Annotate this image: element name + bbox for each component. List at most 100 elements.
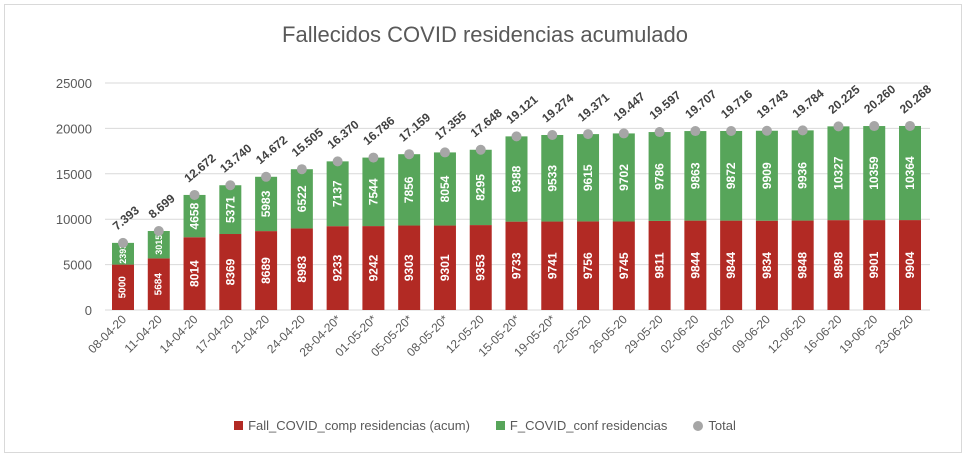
total-label: 19.716	[718, 87, 755, 122]
bar-segment-comp	[612, 221, 635, 310]
chart-title: Fallecidos COVID residencias acumulado	[282, 22, 688, 47]
total-marker	[118, 237, 128, 248]
bar-segment-conf	[648, 132, 671, 221]
bar-segment-conf	[326, 161, 349, 227]
x-tick-label: 16-06-20	[801, 312, 845, 356]
data-label-comp: 9733	[510, 252, 524, 279]
bar-segment-conf	[147, 231, 170, 259]
bar-segment-conf	[612, 133, 635, 222]
total-marker	[475, 144, 486, 155]
bar-segment-comp	[863, 220, 886, 310]
total-label: 14.672	[253, 133, 290, 168]
data-label-conf: 7544	[366, 178, 380, 205]
data-label-comp: 9834	[760, 252, 774, 279]
legend-label: Total	[708, 418, 736, 433]
bar-segment-conf	[899, 125, 921, 221]
x-tick-label: 23-06-20	[872, 312, 916, 356]
total-label: 17.355	[432, 108, 469, 143]
data-label-conf: 10327	[831, 156, 845, 190]
data-label-comp: 5000	[118, 276, 129, 299]
data-label-conf: 9909	[760, 162, 774, 189]
total-marker	[332, 156, 343, 167]
bar-segment-comp	[827, 220, 850, 310]
x-tick-label: 02-06-20	[658, 312, 702, 356]
total-label: 19.743	[754, 87, 791, 122]
legend: Fall_COVID_comp residencias (acum) F_COV…	[0, 418, 970, 433]
bar-segment-comp	[505, 221, 528, 310]
total-marker	[583, 129, 594, 140]
bar-segment-conf	[577, 134, 600, 222]
data-label-conf: 8054	[438, 175, 452, 202]
legend-label: F_COVID_conf residencias	[509, 418, 668, 433]
bar-segment-comp	[433, 225, 456, 310]
data-label-conf: 9533	[545, 165, 559, 192]
data-label-conf: 5983	[259, 190, 273, 217]
total-label: 12.672	[181, 151, 218, 186]
total-marker	[869, 121, 880, 132]
total-marker	[690, 126, 701, 137]
bar-segment-comp	[290, 228, 313, 310]
data-label-conf: 2393	[118, 244, 128, 264]
x-tick-label: 05-06-20	[693, 312, 737, 356]
data-label-conf: 9863	[688, 162, 702, 189]
data-label-conf: 10359	[867, 156, 881, 190]
data-label-comp: 9301	[438, 254, 452, 281]
bar-segment-comp	[791, 220, 814, 310]
data-label-conf: 9872	[724, 162, 738, 189]
total-label: 20.260	[861, 82, 898, 117]
data-label-conf: 4658	[188, 202, 202, 229]
total-label: 13.740	[217, 141, 254, 176]
total-marker	[189, 189, 200, 200]
total-marker	[905, 120, 915, 131]
data-label-conf: 9786	[653, 163, 667, 190]
data-label-comp: 8369	[223, 258, 237, 285]
bar-segment-conf	[255, 176, 278, 232]
legend-swatch-green	[495, 421, 505, 430]
y-tick-label: 25000	[56, 76, 92, 91]
legend-label: Fall_COVID_comp residencias (acum)	[248, 418, 470, 433]
bar-segment-comp	[755, 220, 778, 310]
x-tick-label: 17-04-20	[193, 312, 237, 356]
x-tick-label: 14-04-20	[157, 312, 201, 356]
bar-segment-conf	[362, 157, 385, 227]
total-label: 19.597	[647, 88, 684, 123]
total-marker	[547, 129, 558, 140]
bar-segment-comp	[183, 237, 206, 310]
y-tick-label: 10000	[56, 212, 92, 227]
data-label-comp: 5684	[153, 273, 164, 296]
bar-segment-conf	[183, 194, 206, 238]
bar-segment-conf	[684, 131, 707, 221]
total-marker	[511, 131, 522, 142]
bar-segment-comp	[255, 231, 278, 310]
legend-swatch-red	[234, 421, 244, 430]
total-label: 20.225	[825, 82, 862, 117]
legend-marker-dot	[693, 420, 704, 431]
total-marker	[761, 125, 772, 136]
bar-segment-comp	[648, 220, 671, 310]
bar-segment-conf	[827, 126, 850, 221]
bar-segment-comp	[326, 226, 349, 310]
bar-segment-conf	[720, 130, 743, 221]
x-tick-label: 26-05-20	[586, 312, 630, 356]
total-label: 17.648	[468, 106, 505, 141]
data-label-comp: 9844	[724, 252, 738, 279]
total-marker	[726, 125, 737, 136]
data-label-comp: 9353	[474, 254, 488, 281]
x-tick-label: 21-04-20	[228, 312, 272, 356]
data-label-comp: 9303	[402, 254, 416, 281]
x-tick-label: 12-06-20	[765, 312, 809, 356]
total-marker	[618, 128, 629, 139]
bar-segment-conf	[863, 126, 886, 221]
total-marker	[404, 149, 415, 160]
total-label: 17.159	[396, 110, 433, 145]
bar-segment-conf	[791, 130, 814, 221]
bar-segment-conf	[755, 130, 778, 221]
data-label-conf: 9615	[581, 164, 595, 191]
total-label: 19.371	[575, 90, 612, 125]
data-label-comp: 9844	[688, 252, 702, 279]
data-label-comp: 9745	[617, 252, 631, 279]
total-label: 19.707	[682, 87, 719, 122]
data-label-conf: 9388	[510, 165, 524, 192]
data-label-conf: 6522	[295, 185, 309, 212]
